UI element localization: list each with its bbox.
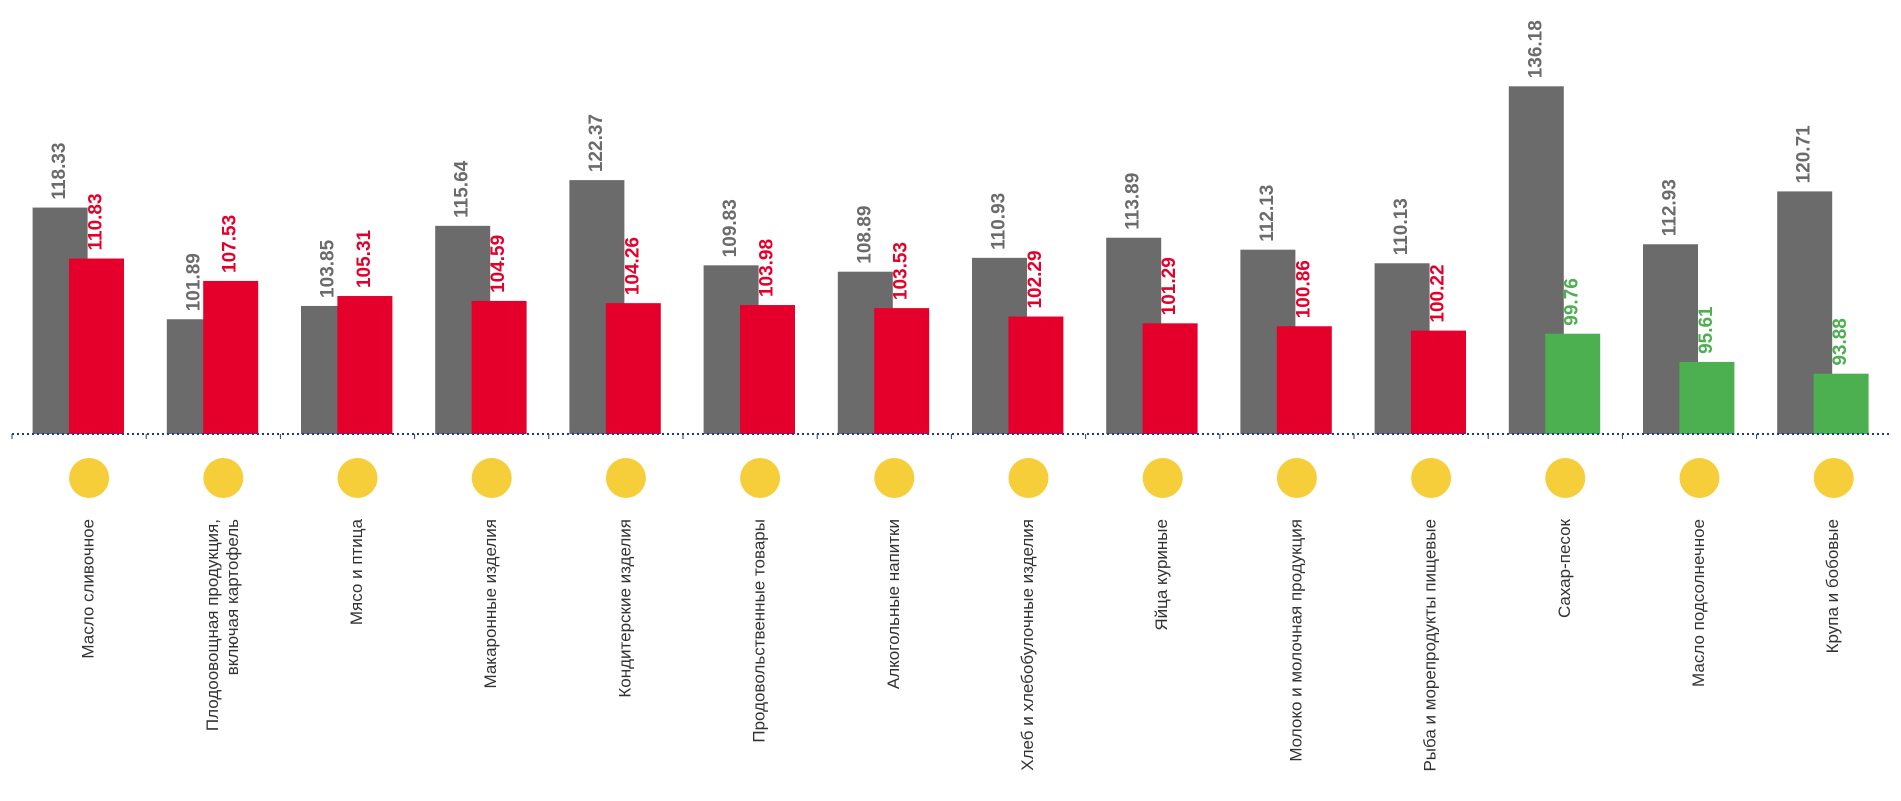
category-label: Молоко и молочная продукция [1286, 519, 1305, 762]
bar [740, 305, 795, 434]
bar [1545, 333, 1601, 434]
value-label: 101.29 [1159, 257, 1180, 315]
category-icon [740, 458, 781, 498]
bar [605, 303, 661, 434]
value-label: 95.61 [1696, 306, 1717, 354]
value-label: 103.53 [891, 242, 912, 300]
value-label: 103.98 [757, 239, 778, 297]
value-label: 104.26 [622, 237, 643, 295]
value-label: 101.89 [183, 253, 204, 311]
category-label: включая картофель [223, 519, 242, 675]
category-label: Кондитерские изделия [615, 519, 634, 698]
bar [1142, 323, 1198, 434]
category-label: Масло сливочное [79, 519, 98, 659]
value-label: 107.53 [220, 215, 241, 273]
bar [874, 308, 930, 434]
category-label: Мясо и птица [347, 518, 366, 625]
value-label: 110.83 [86, 193, 107, 250]
category-label: Рыба и морепродукты пищевые [1421, 519, 1440, 772]
category-label: Крупа и бобовые [1823, 519, 1842, 653]
value-label: 110.13 [1391, 198, 1412, 255]
category-icon [1142, 458, 1183, 498]
bar [471, 300, 527, 434]
category-label: Макаронные изделия [481, 519, 500, 689]
category-icon [1411, 458, 1452, 498]
bar [1008, 316, 1064, 434]
category-icon [1545, 458, 1586, 498]
bar [1813, 373, 1869, 434]
category-icon [1008, 458, 1049, 498]
value-label: 120.71 [1794, 125, 1815, 184]
category-icon [874, 458, 915, 498]
value-label: 108.89 [854, 206, 875, 264]
value-label: 112.13 [1257, 185, 1278, 242]
category-icon [69, 458, 110, 498]
bar [203, 280, 259, 434]
category-icon [337, 458, 378, 498]
value-label: 113.89 [1123, 173, 1144, 230]
value-label: 136.18 [1525, 20, 1546, 78]
bar [1411, 330, 1466, 434]
value-label: 100.22 [1428, 264, 1449, 322]
category-label: Яйца куриные [1152, 519, 1171, 631]
category-label: Масло подсолнечное [1689, 519, 1708, 687]
value-label: 115.64 [452, 160, 473, 217]
bar [1679, 361, 1735, 434]
category-label: Плодоовощная продукция, [203, 519, 222, 731]
value-label: 118.33 [49, 142, 70, 199]
category-icon [1276, 458, 1317, 498]
category-icon [1813, 458, 1854, 498]
category-label: Алкогольные напитки [884, 519, 903, 689]
value-label: 122.37 [586, 114, 607, 172]
value-label: 103.85 [318, 239, 339, 298]
bar [337, 296, 393, 434]
category-label: Хлеб и хлебобулочные изделия [1018, 519, 1037, 771]
category-label: Продовольственные товары [750, 519, 769, 743]
category-icon [1679, 458, 1720, 498]
bar [69, 258, 124, 434]
value-label: 93.88 [1830, 318, 1851, 366]
value-label: 99.76 [1562, 278, 1583, 326]
category-icon [471, 458, 512, 498]
value-label: 110.93 [989, 193, 1010, 250]
value-label: 109.83 [720, 199, 741, 257]
bar [1276, 326, 1332, 434]
value-label: 105.31 [354, 229, 375, 288]
value-label: 102.29 [1025, 250, 1046, 308]
value-label: 100.86 [1293, 260, 1314, 318]
value-label: 112.93 [1660, 179, 1681, 236]
category-icon [203, 458, 244, 498]
category-icon [605, 458, 646, 498]
value-label: 104.59 [488, 235, 509, 293]
category-label: Сахар-песок [1555, 518, 1574, 618]
